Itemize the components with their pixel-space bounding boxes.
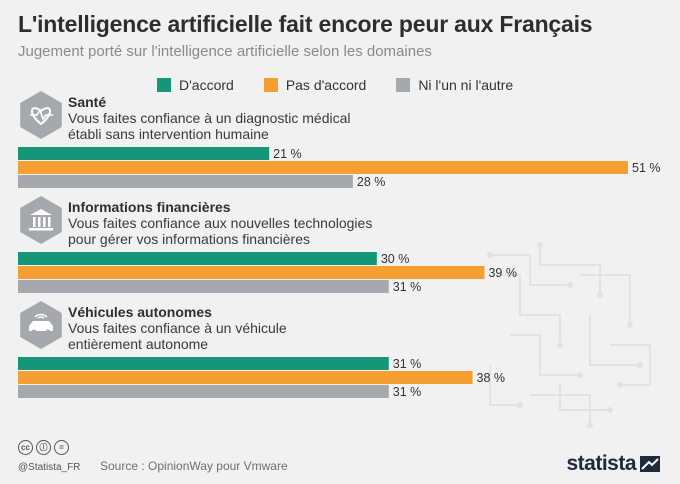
group-question: établi sans intervention humaine [68,126,269,142]
bar-value-label: 28 % [357,175,386,189]
hexagon-badge [20,196,62,244]
bar [18,147,270,160]
legend-item-agree: D'accord [157,77,234,93]
statista-logo: statista [566,452,660,476]
group-title: Véhicules autonomes [68,304,212,320]
bank-column [48,217,51,227]
bar [18,175,353,188]
group-question: pour gérer vos informations financières [68,231,310,247]
legend-swatch-neither [396,78,411,92]
legend-swatch-disagree [263,78,278,92]
signal-wave [37,316,45,319]
signal-wave [34,313,48,318]
attribution-icon: ⓘ [36,440,51,455]
bar-value-label: 30 % [381,252,410,266]
bank-column [43,217,46,227]
chart-subtitle: Jugement porté sur l'intelligence artifi… [18,43,432,60]
circuit-brain-icon [487,242,651,428]
legend-item-neither: Ni l'un ni l'autre [396,77,513,93]
bar [18,357,389,370]
statista-logo-icon [640,456,660,472]
group-question: Vous faites confiance à un diagnostic mé… [68,110,351,126]
car-wheel [31,329,37,335]
legend-swatch-agree [157,78,171,92]
bank-roof [30,209,52,215]
group-title: Informations financières [68,199,231,215]
legend-label-neither: Ni l'un ni l'autre [418,77,514,93]
source-note: Source : OpinionWay pour Vmware [100,459,288,473]
bar [18,252,377,265]
legend-label-disagree: Pas d'accord [285,77,367,93]
license-icons: cc ⓘ = [18,440,69,455]
group-question: Vous faites confiance à un véhicule [68,320,287,336]
bar-value-label: 38 % [477,371,506,385]
creative-commons-icon: cc [18,440,33,455]
bank-column [33,217,36,227]
bar-value-label: 21 % [273,147,302,161]
group-question: Vous faites confiance aux nouvelles tech… [68,215,372,231]
legend-item-disagree: Pas d'accord [263,77,367,93]
bank-column [38,217,41,227]
bar [18,161,628,174]
bar-value-label: 31 % [393,357,422,371]
social-handle: @Statista_FR [18,462,81,473]
group-question: entièrement autonome [68,336,208,352]
chart-title: L'intelligence artificielle fait encore … [18,11,593,37]
bar [18,385,389,398]
legend: D'accord Pas d'accord Ni l'un ni l'autre [157,77,543,93]
bar-value-label: 31 % [393,280,422,294]
pulse-line [30,108,53,121]
car-body [29,321,53,331]
group-title: Santé [68,94,106,110]
bar [18,266,485,279]
bar-value-label: 39 % [488,266,517,280]
brand-name: statista [566,452,636,475]
bar-value-label: 51 % [632,161,661,175]
bank-base [29,228,53,231]
no-derivatives-icon: = [54,440,69,455]
bar-value-label: 31 % [393,385,422,399]
bar [18,280,389,293]
bar [18,371,473,384]
car-wheel [45,329,51,335]
legend-label-agree: D'accord [179,77,234,93]
